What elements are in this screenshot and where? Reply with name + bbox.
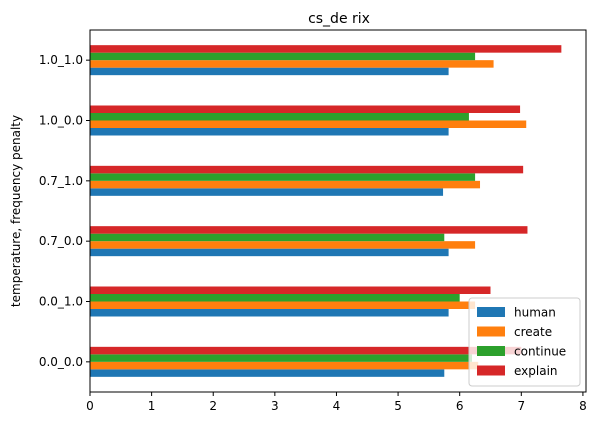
- x-tick-label: 6: [456, 399, 464, 413]
- x-tick-label: 0: [86, 399, 94, 413]
- bar-create-1.0_0.0: [90, 120, 527, 128]
- plot-frame: [89, 29, 587, 393]
- legend-box: [468, 297, 581, 387]
- y-tick-label: 0.0_0.0: [39, 355, 83, 369]
- bar-human-0.7_0.0: [90, 248, 449, 257]
- bar-continue-0.0_0.0: [90, 354, 473, 362]
- x-tick-label: 1: [148, 399, 156, 413]
- legend-label-explain: explain: [514, 364, 558, 378]
- bar-human-0.7_1.0: [90, 188, 444, 196]
- chart-title: cs_de rix: [308, 11, 370, 27]
- bar-continue-0.7_1.0: [90, 173, 476, 181]
- x-tick-label: 7: [517, 399, 525, 413]
- legend: human create continue explain: [468, 297, 581, 387]
- bar-explain-0.0_1.0: [90, 286, 491, 294]
- bars-layer: [90, 45, 562, 377]
- legend-swatch-continue: [477, 346, 505, 356]
- legend-label-continue: continue: [514, 345, 566, 359]
- bar-continue-0.7_0.0: [90, 233, 445, 242]
- y-tick-label: 1.0_1.0: [39, 53, 83, 67]
- bar-continue-1.0_1.0: [90, 52, 476, 61]
- x-tick-label: 3: [271, 399, 279, 413]
- bar-explain-0.0_0.0: [90, 346, 522, 355]
- x-tick-label: 5: [394, 399, 402, 413]
- legend-swatch-create: [477, 326, 505, 337]
- bar-continue-0.0_1.0: [90, 294, 460, 302]
- x-tick-label: 4: [333, 399, 341, 413]
- legend-swatch-human: [477, 307, 505, 317]
- bar-create-0.0_0.0: [90, 361, 479, 370]
- bar-explain-0.7_0.0: [90, 226, 528, 234]
- y-axis: 0.0_0.0 0.0_1.0 0.7_0.0 0.7_1.0 1.0_0.0 1.0_1…: [39, 53, 90, 369]
- bar-create-0.7_0.0: [90, 241, 476, 249]
- legend-label-human: human: [514, 306, 556, 320]
- bar-create-0.0_1.0: [90, 301, 476, 309]
- bar-human-1.0_0.0: [90, 128, 449, 136]
- y-tick-label: 0.0_1.0: [39, 295, 83, 309]
- y-tick-label: 0.7_1.0: [39, 174, 83, 188]
- bar-explain-0.7_1.0: [90, 165, 524, 174]
- bar-explain-1.0_1.0: [90, 45, 562, 53]
- x-tick-label: 2: [209, 399, 217, 413]
- y-tick-label: 1.0_0.0: [39, 114, 83, 128]
- bar-explain-1.0_0.0: [90, 105, 521, 113]
- y-axis-label: temperature, frequency penalty: [9, 115, 23, 307]
- bar-human-1.0_1.0: [90, 67, 449, 76]
- bar-human-0.0_0.0: [90, 369, 445, 377]
- legend-swatch-explain: [477, 365, 505, 376]
- bar-human-0.0_1.0: [90, 309, 449, 317]
- bar-continue-1.0_0.0: [90, 113, 469, 121]
- legend-label-create: create: [514, 325, 552, 339]
- x-tick-label: 8: [579, 399, 587, 413]
- y-tick-label: 0.7_0.0: [39, 234, 83, 248]
- bar-create-0.7_1.0: [90, 180, 481, 189]
- bar-create-1.0_1.0: [90, 60, 494, 68]
- x-axis: 0 1 2 3 4 5 6 7 8: [86, 392, 587, 413]
